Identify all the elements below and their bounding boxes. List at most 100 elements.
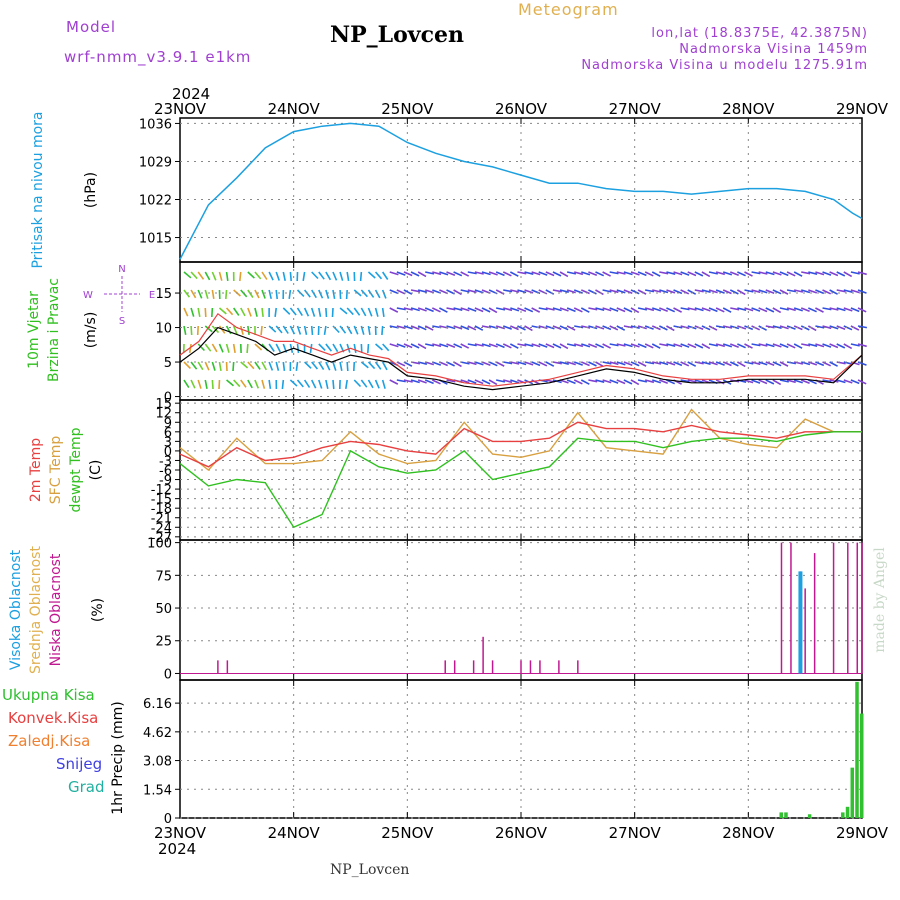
wind-arrow [524, 343, 534, 347]
wind-arrow [751, 361, 761, 366]
wind-arrow [857, 307, 867, 313]
temp-axis-title-dewpt: dewpt Temp [68, 427, 84, 512]
wind-arrow [360, 379, 368, 388]
wind-arrow [545, 307, 555, 311]
wind-arrow [793, 271, 803, 277]
wind-arrow [531, 307, 541, 313]
wind-arrow [396, 307, 406, 311]
wind-arrow [453, 289, 462, 296]
wind-arrow [574, 343, 584, 348]
wind-arrow [424, 289, 435, 294]
wind-arrow [510, 325, 519, 331]
wind-arrow [652, 307, 662, 312]
wind-arrow [211, 307, 214, 318]
wind-arrow [673, 307, 682, 313]
y-tick-label: 1015 [139, 232, 172, 247]
wind-arrow [367, 379, 374, 389]
wind-arrow [779, 379, 789, 383]
precip-bar [855, 681, 859, 818]
wind-arrow [339, 307, 348, 315]
wind-arrow [772, 271, 782, 276]
wind-arrow [431, 379, 441, 385]
wind-arrow [595, 361, 604, 368]
wind-arrow [680, 343, 690, 348]
wind-arrow [545, 343, 555, 349]
wind-arrow [588, 379, 598, 383]
wind-arrow [374, 289, 381, 299]
wind-arrow [602, 325, 612, 331]
wind-arrow [495, 271, 505, 277]
wind-arrow [772, 307, 782, 314]
wind-arrow [843, 379, 853, 384]
wind-arrow [467, 361, 477, 366]
wind-arrow [325, 307, 328, 318]
wind-arrow [197, 289, 203, 299]
wind-arrow [857, 343, 867, 348]
wind-arrow [275, 325, 283, 334]
wind-arrow [715, 325, 726, 329]
wind-arrow [346, 307, 354, 316]
wind-arrow [659, 271, 669, 275]
wind-arrow [360, 361, 369, 369]
wind-arrow [744, 343, 753, 349]
wind-arrow [302, 271, 306, 282]
wind-arrow [765, 325, 775, 329]
wind-arrow [183, 271, 192, 279]
wind-arrow [282, 307, 291, 315]
wind-arrow [367, 271, 376, 279]
wind-arrow [254, 379, 260, 389]
wind-arrow [488, 271, 498, 276]
wind-arrow [353, 289, 362, 297]
wind-arrow [481, 343, 491, 348]
wind-arrow [559, 271, 569, 278]
wind-arrow [311, 289, 317, 299]
wind-arrow [793, 361, 804, 365]
wind-arrow [403, 307, 413, 311]
wind-arrow [708, 307, 718, 313]
wind-arrow [339, 289, 342, 300]
wind-arrow [332, 379, 335, 390]
wind-arrow [637, 289, 647, 295]
wind-arrow [588, 325, 598, 330]
wind-arrow [758, 361, 768, 366]
wind-arrow [303, 325, 308, 335]
wind-arrow [381, 307, 385, 318]
wind-arrow [424, 379, 434, 385]
wind-arrow [296, 307, 303, 317]
wind-arrow [538, 343, 548, 348]
wind-arrow [829, 325, 839, 330]
wind-arrow [439, 343, 449, 348]
day-label-top: 24NOV [268, 100, 321, 118]
wind-arrow [715, 361, 725, 366]
wind-arrow [801, 271, 811, 275]
wind-arrow [800, 379, 810, 384]
wind-arrow [353, 343, 357, 354]
wind-arrow [403, 379, 413, 383]
wind-arrow [296, 325, 302, 335]
wind-arrow [396, 289, 406, 295]
y-tick-label: 25 [155, 635, 172, 650]
wind-arrow [722, 361, 732, 367]
wind-arrow [261, 289, 266, 299]
wind-arrow [765, 379, 775, 385]
wind-arrow [289, 325, 296, 335]
wind-arrow [460, 289, 470, 293]
wind-arrow [779, 307, 789, 311]
wind-arrow [836, 325, 846, 330]
wind-arrow [758, 343, 768, 347]
wind-arrow [581, 271, 591, 276]
wind-arrow [602, 271, 611, 277]
y-tick-label: 0 [164, 667, 172, 682]
elevation-text: Nadmorska Visina 1459m [679, 42, 868, 57]
wind-arrow [325, 379, 329, 389]
wind-arrow [460, 307, 470, 312]
wind-arrow [188, 343, 192, 354]
wind-arrow [531, 271, 541, 276]
wind-arrow [722, 343, 733, 348]
y-tick-label: 1029 [139, 155, 172, 170]
wind-arrow [439, 361, 449, 367]
wind-arrow [545, 325, 555, 330]
wind-arrow [381, 289, 387, 299]
wind-arrow [381, 325, 384, 336]
wind-arrow [282, 271, 286, 281]
